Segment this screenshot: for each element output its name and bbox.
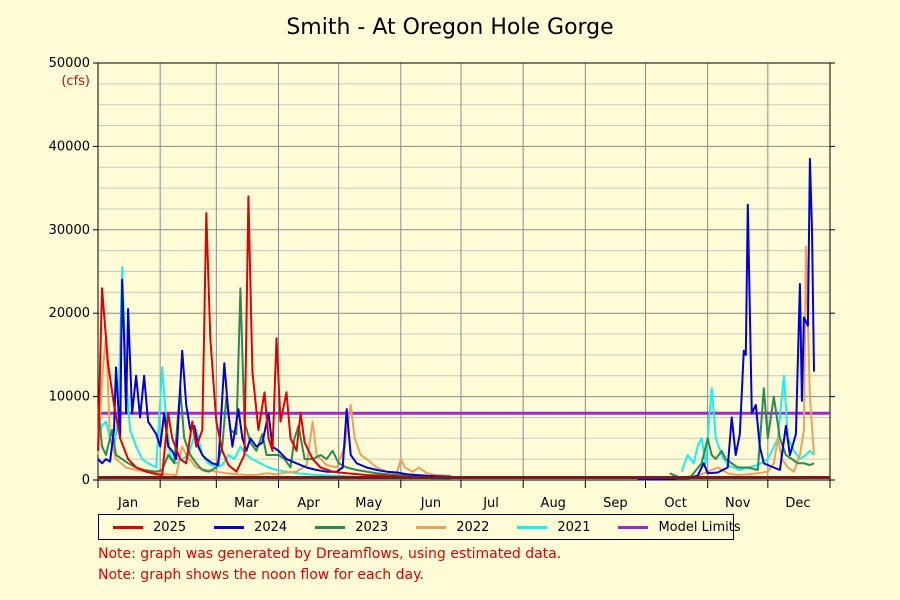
series-line-2022 [677, 245, 815, 479]
y-tick-label: 40000 [49, 139, 90, 154]
legend-label-model-limits: Model Limits [658, 519, 741, 535]
y-tick-label: 30000 [49, 223, 90, 238]
note-estimated-data: Note: graph was generated by Dreamflows,… [98, 546, 562, 562]
chart-legend: 2025 2024 2023 2022 2021 Model Limits [98, 514, 741, 540]
x-tick-label-mar: Mar [234, 496, 259, 511]
legend-item-2025: 2025 [99, 520, 186, 535]
legend-swatch-2023 [315, 525, 346, 529]
legend-item-2022: 2022 [402, 520, 489, 535]
y-tick-label: 0 [82, 473, 90, 488]
x-tick-label-oct: Oct [664, 496, 686, 511]
legend-swatch-2025 [113, 525, 143, 529]
legend-item-2024: 2024 [200, 520, 287, 535]
note-noon-flow: Note: graph shows the noon flow for each… [98, 567, 424, 583]
legend-swatch-2022 [416, 525, 447, 529]
legend-label-2023: 2023 [355, 519, 389, 535]
plot-border [97, 62, 831, 481]
x-tick-label-apr: Apr [297, 496, 320, 511]
series-line-2024 [637, 157, 815, 481]
x-tick-label-jan: Jan [117, 496, 138, 511]
x-tick-label-sep: Sep [603, 496, 628, 511]
legend-swatch-model-limits [618, 525, 649, 529]
series-2024 [97, 157, 815, 481]
x-tick-label-may: May [355, 496, 382, 511]
series-line-2023 [669, 387, 815, 480]
y-tick-label: 50000 [49, 56, 90, 71]
y-tick-label: 10000 [49, 390, 90, 405]
x-tick-label-aug: Aug [541, 496, 566, 511]
legend-label-2025: 2025 [153, 519, 187, 535]
legend-item-2023: 2023 [301, 520, 388, 535]
legend-label-2024: 2024 [254, 519, 288, 535]
legend-label-2022: 2022 [456, 519, 490, 535]
x-tick-label-feb: Feb [177, 496, 200, 511]
legend-item-2021: 2021 [503, 520, 590, 535]
x-tick-label-jun: Jun [420, 496, 441, 511]
legend-swatch-2024 [214, 525, 245, 529]
y-tick-label: 20000 [49, 306, 90, 321]
legend-label-2021: 2021 [557, 519, 591, 535]
chart-title: Smith - At Oregon Hole Gorge [286, 15, 613, 40]
y-axis-label: (cfs) [61, 74, 90, 89]
series-2025 [97, 195, 452, 479]
x-tick-label-nov: Nov [725, 496, 751, 511]
series-line-2025 [97, 195, 452, 479]
series-line-2021 [680, 374, 815, 473]
x-tick-label-dec: Dec [785, 496, 810, 511]
legend-swatch-2021 [517, 525, 548, 529]
notes: Note: graph was generated by Dreamflows,… [98, 544, 561, 586]
x-tick-label-jul: Jul [482, 496, 499, 511]
series-line-2024 [97, 278, 452, 478]
legend-item-model-limits: Model Limits [604, 519, 741, 535]
